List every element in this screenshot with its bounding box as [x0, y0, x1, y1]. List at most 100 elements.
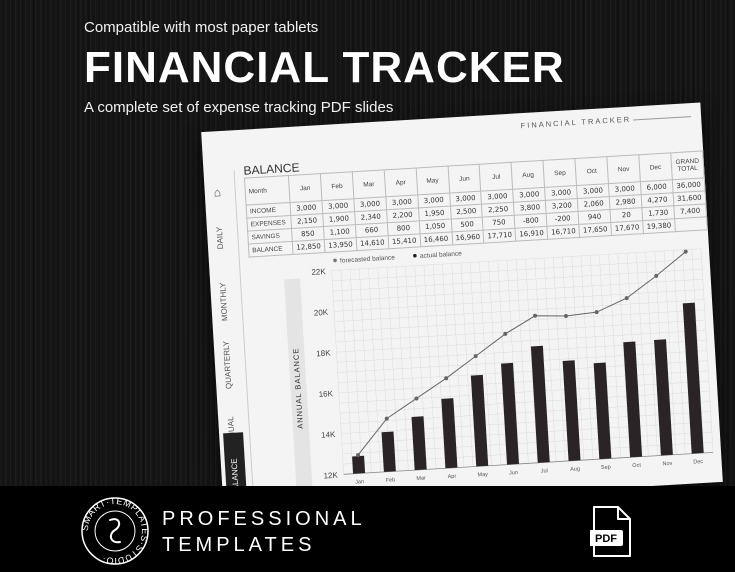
table-cell: 15,410	[387, 233, 421, 249]
x-tick-label: Jul	[541, 468, 548, 474]
x-tick-label: Nov	[662, 461, 672, 468]
nav-daily: DAILY	[214, 226, 226, 250]
brand-line-1: PROFESSIONAL	[162, 508, 366, 530]
x-tick-label: Sep	[601, 464, 611, 471]
column-header: Jun	[447, 164, 482, 194]
column-header: Sep	[543, 158, 577, 188]
column-header: Mar	[352, 169, 386, 199]
x-tick-label: Dec	[693, 459, 703, 466]
table-cell: 17,710	[483, 228, 517, 244]
forecast-point	[444, 376, 449, 381]
table-cell: 17,670	[610, 220, 644, 236]
grid-line-h	[335, 319, 706, 343]
pdf-file-icon: PDF	[590, 506, 631, 557]
forecast-point	[594, 310, 599, 315]
x-tick-label: Jan	[355, 479, 364, 486]
chart-bar	[530, 345, 550, 463]
column-header: Nov	[606, 154, 641, 184]
grid-line-h	[332, 268, 703, 292]
chart-bar	[593, 362, 612, 460]
forecast-point	[503, 331, 508, 336]
x-tick-label: Mar	[416, 475, 426, 482]
forecast-point	[384, 416, 389, 421]
x-tick-label: Feb	[386, 477, 396, 484]
column-header: Jul	[479, 162, 513, 192]
brand-name: PROFESSIONAL TEMPLATES	[162, 506, 366, 558]
grid-line-h	[337, 350, 708, 373]
column-header: Dec	[638, 152, 673, 182]
x-tick-label: Jun	[509, 470, 518, 477]
forecast-point	[563, 314, 568, 319]
grid-line-h	[341, 421, 712, 445]
y-tick-label: 22K	[311, 267, 326, 277]
balance-chart-svg: 12K 14K 16K 18K 20K 22K Jan Feb Mar Apr May Jun Jul A…	[311, 248, 714, 486]
sheet-header-rule	[633, 116, 692, 121]
grid-line-h	[337, 340, 707, 363]
grand-total-cell	[674, 216, 708, 232]
sheet-header-label: FINANCIAL TRACKER	[520, 114, 632, 131]
table-cell: 16,960	[451, 230, 485, 245]
grid-line-h	[342, 431, 712, 455]
column-header: Jan	[288, 173, 322, 203]
column-header: Feb	[320, 171, 354, 201]
y-tick-label: 16K	[318, 389, 333, 399]
y-tick-label: 20K	[314, 308, 329, 318]
forecast-point	[533, 313, 538, 318]
forecast-point	[356, 453, 361, 458]
forecast-point	[683, 249, 688, 254]
column-header: Oct	[575, 156, 609, 186]
chart-bar	[654, 339, 673, 456]
page-subtitle: A complete set of expense tracking PDF s…	[84, 99, 394, 116]
pdf-label: PDF	[595, 533, 617, 545]
column-header: Aug	[511, 160, 545, 190]
grid-line-h	[334, 299, 705, 322]
grand-total-header: GRAND TOTAL	[670, 150, 705, 180]
brand-line-2: TEMPLATES	[162, 534, 316, 556]
table-cell: 16,710	[547, 224, 580, 240]
chart-bar	[682, 302, 704, 454]
x-axis-line	[343, 451, 714, 475]
legend-label-actual: actual balance	[420, 250, 463, 259]
grid-line-h	[343, 441, 713, 465]
column-header: May	[415, 166, 450, 195]
y-tick-label: 14K	[321, 430, 336, 440]
chart-bar	[381, 431, 396, 472]
grid-line-h	[332, 258, 702, 282]
forecast-point	[414, 396, 419, 401]
nav-quarterly: QUARTERLY	[221, 340, 234, 390]
x-tick-label: Apr	[448, 474, 457, 481]
table-cell: 19,380	[642, 218, 676, 234]
grid-line-h	[341, 411, 711, 434]
table-cell: 17,650	[578, 222, 612, 238]
page-title: FINANCIAL TRACKER	[84, 43, 565, 92]
tracker-sheet-preview: FINANCIAL TRACKER BALANCE ⌂ DAILY MONTHL…	[201, 102, 723, 512]
grid-line-h	[338, 370, 709, 394]
grid-line-h	[334, 289, 704, 312]
x-tick-label: Oct	[632, 463, 641, 470]
grid-line-h	[339, 380, 709, 404]
grid-line-h	[340, 401, 711, 424]
studio-logo: SMART·TEMPLATES·STUDIO·	[80, 496, 150, 566]
chart-bar	[470, 374, 489, 467]
legend-marker-actual	[413, 253, 417, 258]
chart-bar	[623, 341, 643, 458]
y-tick-label: 12K	[323, 471, 338, 481]
grid-line-h	[336, 329, 706, 353]
table-cell: 16,460	[419, 231, 453, 247]
chart-bar	[501, 362, 519, 465]
chart-bar	[562, 360, 581, 461]
chart-bar	[352, 455, 366, 474]
grid-line-h	[340, 391, 710, 414]
grid-line-h	[338, 360, 708, 383]
forecast-point	[473, 354, 478, 359]
forecast-point	[624, 296, 629, 301]
chart-bar	[411, 416, 427, 471]
compatibility-note: Compatible with most paper tablets	[84, 19, 319, 36]
nav-monthly: MONTHLY	[218, 282, 230, 322]
legend-label-forecast: forecasted balance	[340, 254, 396, 264]
grid-line-h	[333, 279, 703, 302]
x-tick-label: Aug	[570, 466, 580, 473]
home-icon: ⌂	[213, 185, 222, 200]
table-cell: 14,610	[356, 235, 389, 251]
table-cell: 16,910	[515, 226, 548, 242]
